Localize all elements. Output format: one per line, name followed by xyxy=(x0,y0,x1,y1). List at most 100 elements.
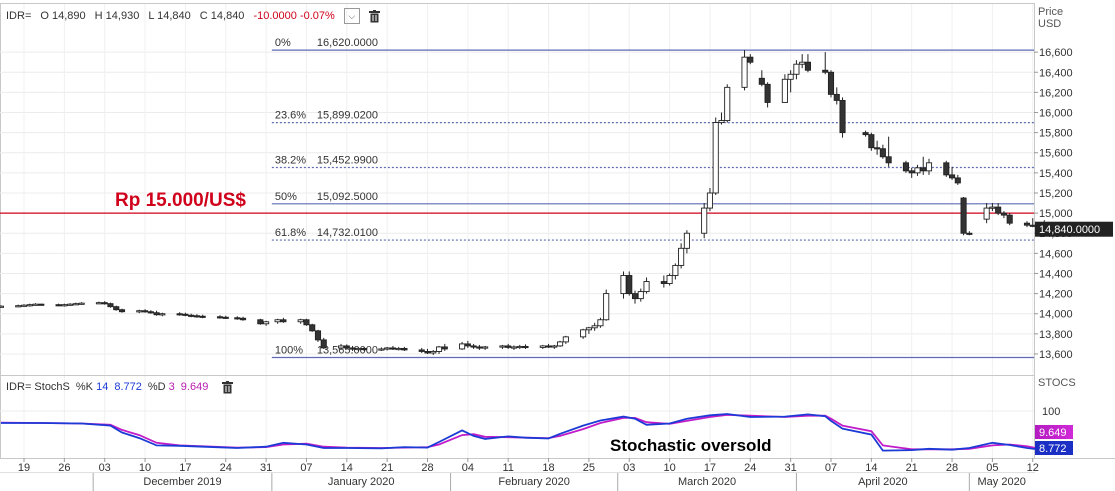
candle-body xyxy=(101,302,108,305)
price-axis-title-2: USD xyxy=(1038,18,1061,30)
d-period: %D 3 xyxy=(147,381,175,393)
candle xyxy=(118,308,126,313)
candle-body xyxy=(943,162,950,176)
candle xyxy=(147,310,154,314)
x-tick-label: 07 xyxy=(825,462,837,474)
candle xyxy=(631,290,639,304)
candle xyxy=(833,87,840,105)
candle xyxy=(95,301,102,305)
candle xyxy=(551,344,558,349)
candle-body xyxy=(280,319,287,323)
candle xyxy=(67,303,74,306)
candle xyxy=(741,50,748,91)
candle-body xyxy=(626,275,633,295)
candle xyxy=(793,60,800,80)
candle xyxy=(603,289,610,321)
x-tick-label: 17 xyxy=(179,462,191,474)
x-tick-label: 03 xyxy=(99,462,111,474)
candle-body xyxy=(706,192,713,209)
candle xyxy=(787,70,794,93)
candle xyxy=(827,70,835,98)
candle-body xyxy=(885,156,892,164)
fib-pct-label: 61.8% xyxy=(275,227,306,239)
fib-pct-label: 0% xyxy=(275,37,291,49)
candle-body xyxy=(960,197,967,234)
stoch-label: IDR= StochS xyxy=(6,381,70,393)
candle xyxy=(378,347,385,351)
candle-body xyxy=(343,345,350,349)
candle xyxy=(424,348,431,354)
candle xyxy=(1000,211,1007,219)
low-value: L 14,840 xyxy=(148,10,191,22)
candle-body xyxy=(349,347,356,350)
fib-pct-label: 23.6% xyxy=(275,110,306,122)
candle-body xyxy=(320,339,327,349)
candle xyxy=(539,344,546,349)
x-tick-label: 21 xyxy=(906,462,918,474)
stoch-value-tags: 9.649 8.772 xyxy=(1035,425,1073,455)
candle-body xyxy=(914,167,921,174)
candle-body xyxy=(585,327,592,331)
candle xyxy=(464,340,471,348)
price-tick-label: 16,600 xyxy=(1039,47,1073,59)
candle xyxy=(395,346,402,351)
candle-body xyxy=(989,206,996,209)
candle-body xyxy=(874,147,881,150)
candle-body xyxy=(389,347,396,350)
d-value-tag: 9.649 xyxy=(1039,427,1067,439)
candles xyxy=(0,50,1048,355)
candle xyxy=(666,273,673,286)
candle xyxy=(1023,221,1031,228)
candle xyxy=(562,335,569,344)
candle-body xyxy=(758,77,765,85)
x-tick-label: 04 xyxy=(462,462,474,474)
x-tick-label: 18 xyxy=(542,462,554,474)
candle xyxy=(868,132,875,151)
candle-body xyxy=(1006,214,1013,224)
candle xyxy=(263,320,270,326)
candle-body xyxy=(637,291,644,300)
candle-body xyxy=(153,312,160,316)
candle xyxy=(545,343,552,348)
candle-body xyxy=(718,120,725,124)
price-tick-label: 13,800 xyxy=(1039,329,1073,341)
candle-body xyxy=(234,317,241,320)
x-tick-label: 17 xyxy=(704,462,716,474)
stochastic-oversold-annotation: Stochastic oversold xyxy=(610,436,772,455)
candle xyxy=(476,344,483,350)
fib-pct-label: 38.2% xyxy=(275,155,306,167)
candle xyxy=(61,303,68,307)
x-tick-label: 28 xyxy=(946,462,958,474)
candle xyxy=(274,318,281,324)
price-tick-label: 14,200 xyxy=(1039,289,1073,301)
candle xyxy=(764,82,771,108)
price-tick-label: 16,200 xyxy=(1039,87,1073,99)
candle-body xyxy=(724,86,731,121)
candle-body xyxy=(1023,222,1031,226)
candle xyxy=(176,312,183,316)
candle-body xyxy=(384,347,391,350)
candle-body xyxy=(464,343,471,347)
candle-body xyxy=(176,313,183,316)
candle-body xyxy=(67,303,74,306)
trash-icon[interactable] xyxy=(368,9,380,23)
candle xyxy=(384,346,391,351)
chevron-down-icon[interactable]: ⌵ xyxy=(343,8,360,24)
price-tick-label: 15,600 xyxy=(1039,148,1073,160)
candle xyxy=(32,303,39,306)
price-annotation: Rp 15.000/US$ xyxy=(0,190,1034,214)
close-value: C 14,840 xyxy=(199,10,245,22)
trash-icon[interactable] xyxy=(222,380,234,394)
candle-body xyxy=(459,343,466,350)
candle-body xyxy=(666,275,673,284)
candle-body xyxy=(435,346,443,352)
fib-value-label: 15,092.5000 xyxy=(317,191,378,203)
candle xyxy=(804,54,811,73)
stoch-axis-title: STOCS xyxy=(1038,377,1076,389)
price-tick-label: 15,000 xyxy=(1039,208,1073,220)
candle-body xyxy=(793,63,800,75)
x-axis: 19 26 03 10 17 24 31 07 14 21 28 04 11 18 25 03 10 17 24 31… xyxy=(18,458,1039,491)
candle xyxy=(182,312,189,317)
x-tick-label: 14 xyxy=(341,462,353,474)
open-value: O 14,890 xyxy=(40,10,86,22)
